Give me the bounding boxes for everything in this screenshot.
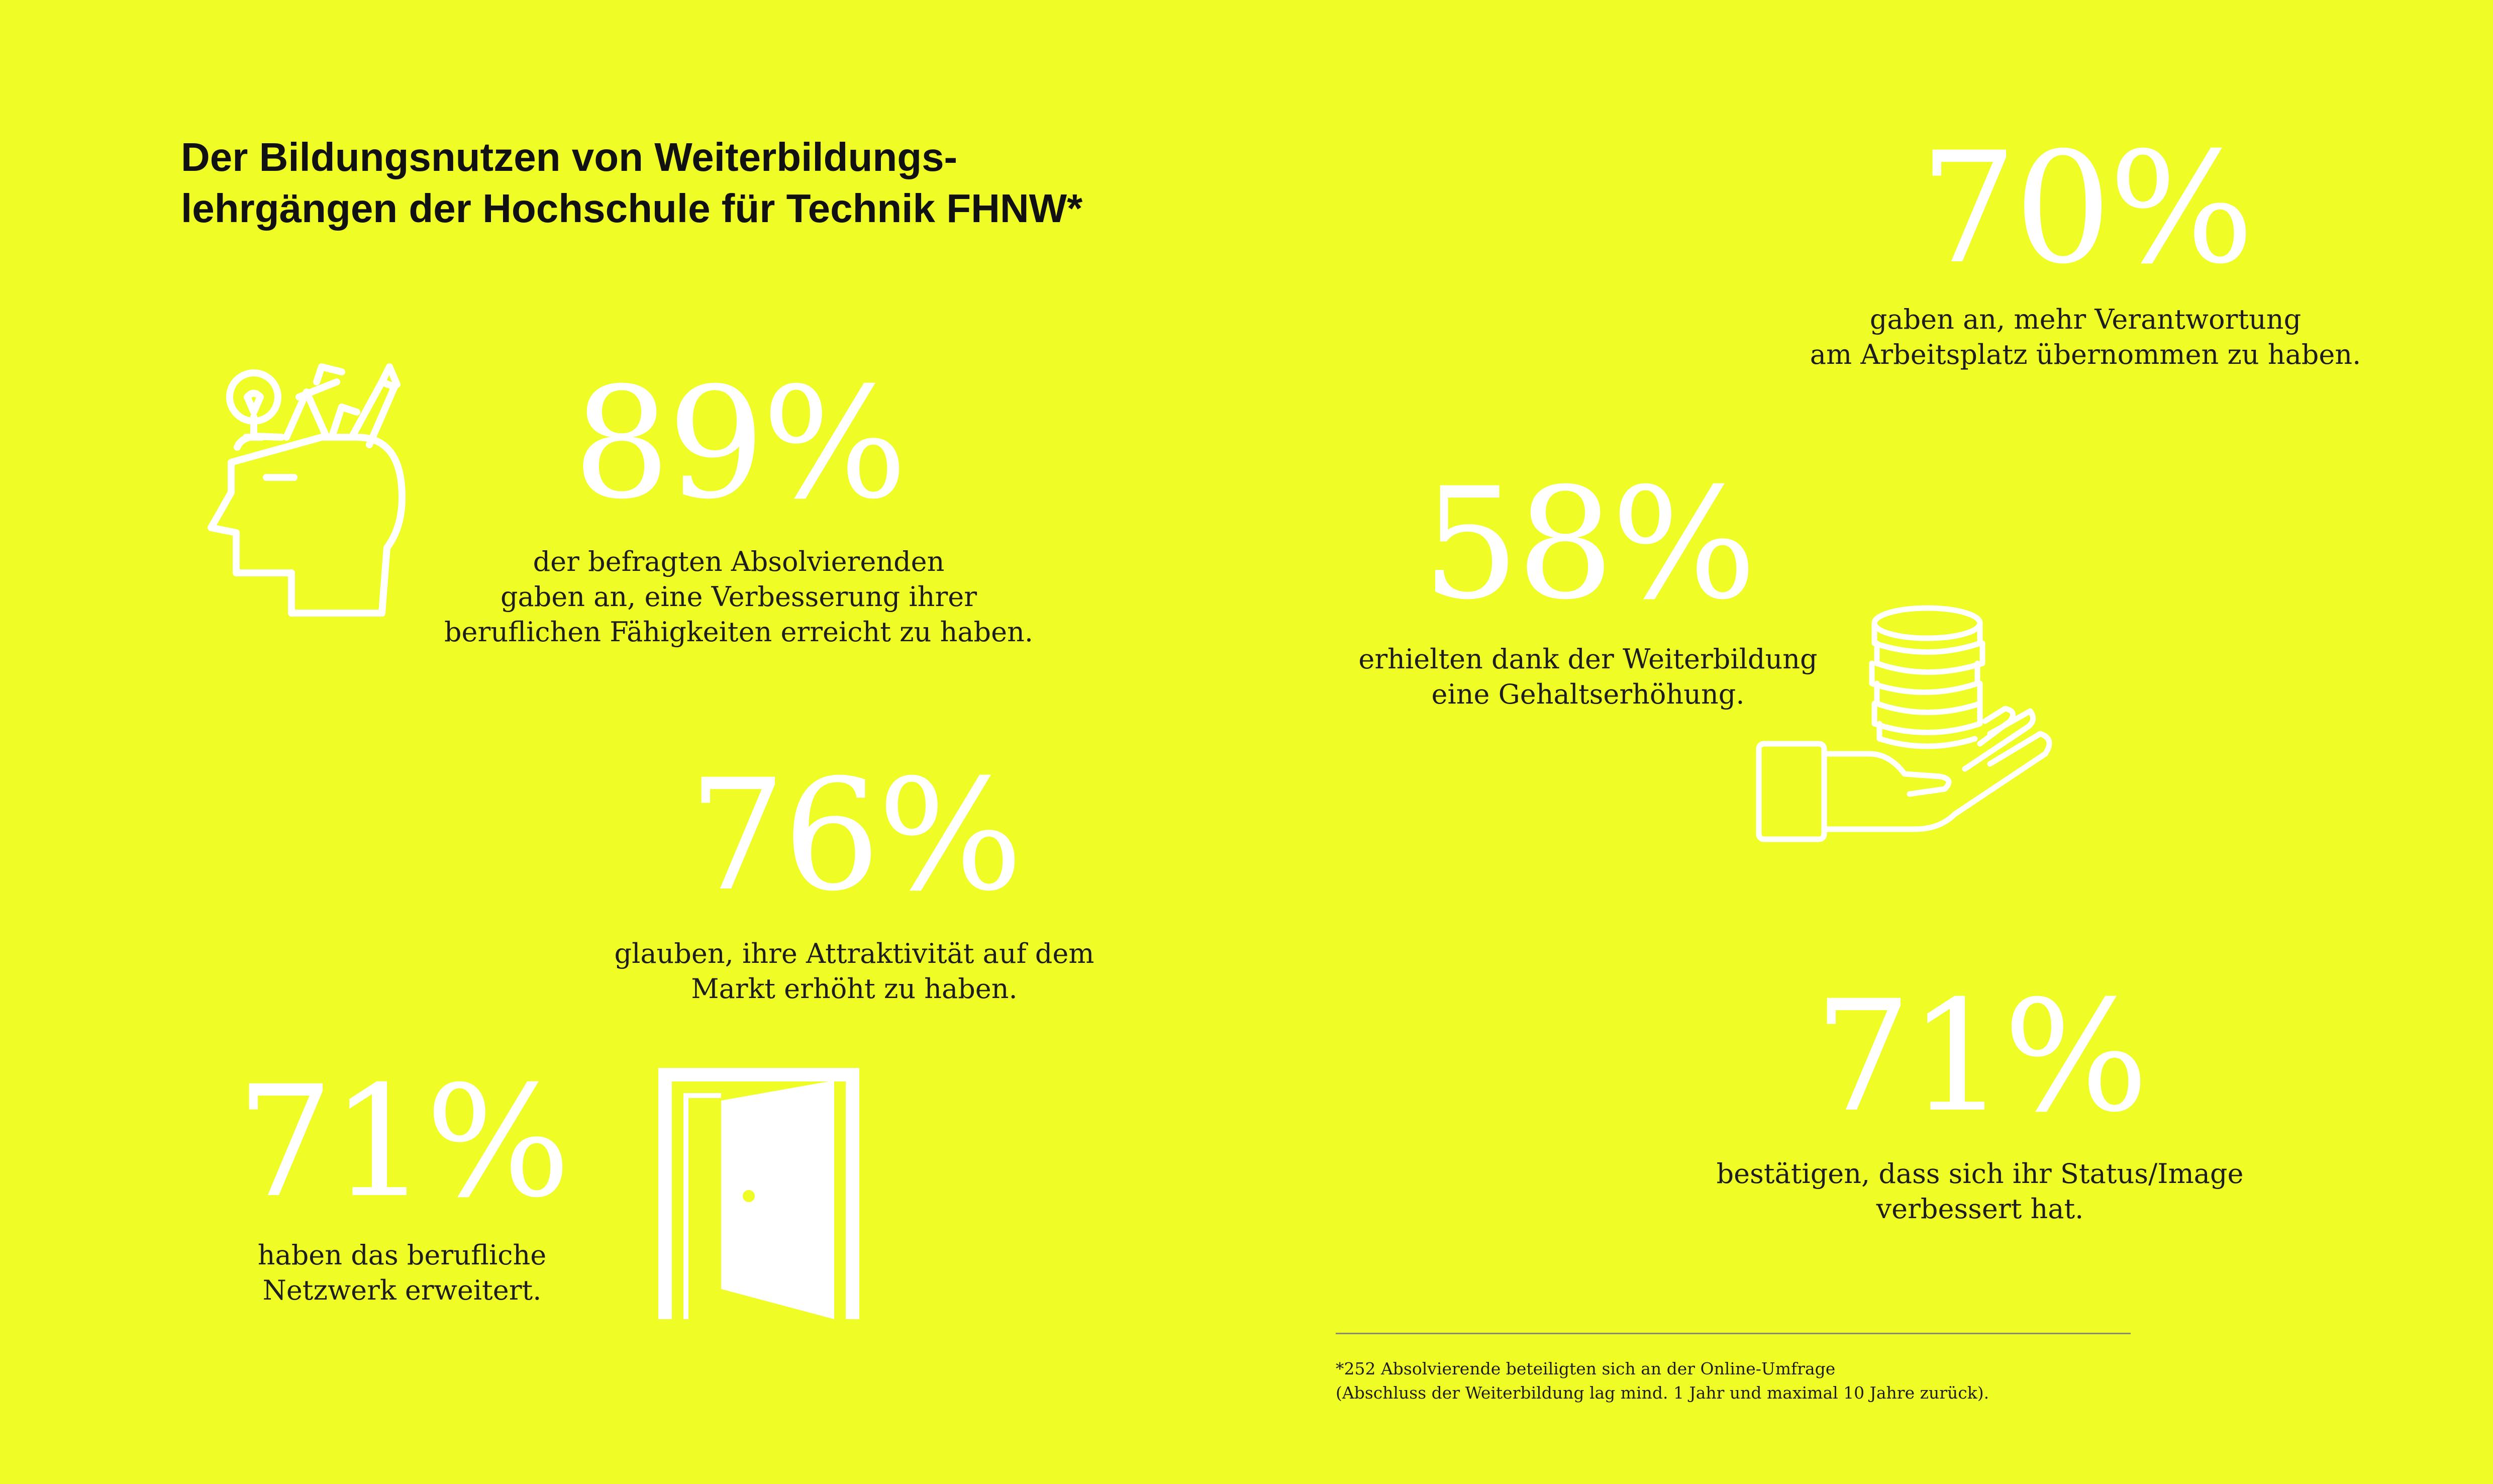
stat-value: 70% xyxy=(1920,119,2254,298)
head-with-ideas-icon xyxy=(191,362,422,623)
stat-value: 71% xyxy=(236,1053,571,1231)
page-title: Der Bildungsnutzen von Weiterbildungs- l… xyxy=(181,132,1387,234)
stat-description: gaben an, mehr Verantwortung am Arbeitsp… xyxy=(1810,304,2361,370)
stat-description: der befragten Absolvierenden gaben an, e… xyxy=(444,546,1034,648)
stat-value: 76% xyxy=(688,746,1023,925)
stat-value: 58% xyxy=(1422,455,1757,633)
stat-network: 71% haben das berufliche Netzwerk erweit… xyxy=(211,1065,593,1308)
stat-description: erhielten dank der Weiterbildung eine Ge… xyxy=(1358,643,1818,710)
stat-responsibility: 70% gaben an, mehr Verantwortung am Arbe… xyxy=(1769,132,2402,372)
stat-description: bestätigen, dass sich ihr Status/Image v… xyxy=(1716,1158,2244,1225)
stat-status: 71% bestätigen, dass sich ihr Status/Ima… xyxy=(1658,980,2302,1227)
title-line-1: Der Bildungsnutzen von Weiterbildungs- xyxy=(181,135,958,179)
stat-market: 76% glauben, ihre Attraktivität auf dem … xyxy=(563,759,1146,1007)
stat-salary: 58% erhielten dank der Weiterbildung ein… xyxy=(1307,467,1869,712)
stat-value: 71% xyxy=(1814,967,2149,1146)
stat-value: 89% xyxy=(573,354,908,533)
coins-in-hand-icon xyxy=(1754,603,2055,849)
open-door-icon xyxy=(658,1068,859,1324)
footnote-divider xyxy=(1336,1333,2131,1334)
stat-description: glauben, ihre Attraktivität auf dem Mark… xyxy=(614,938,1094,1005)
title-line-2: lehrgängen der Hochschule für Technik FH… xyxy=(181,186,1083,231)
footnote: *252 Absolvierende beteiligten sich an d… xyxy=(1336,1359,1989,1403)
stat-skills: 89% der befragten Absolvierenden gaben a… xyxy=(402,367,1075,650)
stat-description: haben das berufliche Netzwerk erweitert. xyxy=(257,1239,547,1306)
